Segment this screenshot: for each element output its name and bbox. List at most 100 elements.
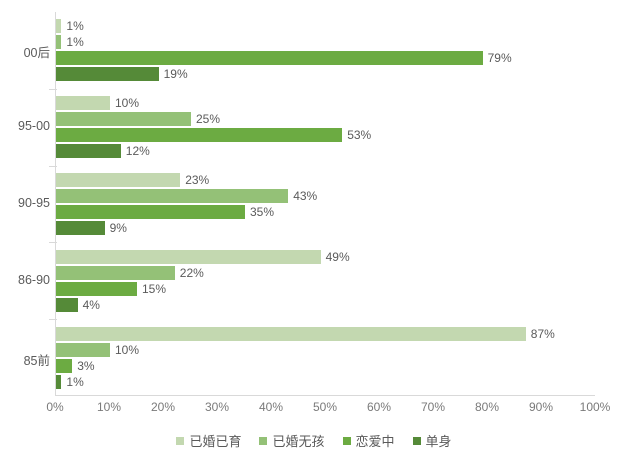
legend-item[interactable]: 单身 (412, 431, 452, 450)
y-axis-category-label: 86-90 (18, 272, 50, 287)
bar-value-label: 1% (66, 35, 84, 50)
x-axis-tick-label: 90% (528, 400, 554, 414)
bar[interactable] (56, 297, 78, 312)
bar[interactable] (56, 281, 137, 296)
bar-group: 1% 1% 79% 19% (55, 12, 595, 89)
bar[interactable] (56, 326, 526, 341)
x-axis-tick-label: 10% (96, 400, 122, 414)
bar-row[interactable]: 87% (56, 326, 596, 341)
bar-row[interactable]: 49% (56, 249, 596, 264)
legend-swatch-icon (412, 436, 421, 445)
bar-group: 23% 43% 35% 9% (49, 165, 596, 243)
bar-row[interactable]: 10% (56, 342, 596, 357)
bar[interactable] (56, 249, 321, 264)
bar-value-label: 43% (293, 188, 318, 203)
bar[interactable] (56, 144, 121, 159)
bar-row[interactable]: 1% (56, 374, 596, 389)
bar-group: 10% 25% 53% 12% (49, 88, 596, 166)
bar-value-label: 12% (125, 144, 150, 159)
y-axis-category-label: 00后 (23, 46, 50, 61)
category-tick (49, 319, 57, 321)
category-tick (49, 88, 57, 90)
x-axis-tick-label: 30% (204, 400, 230, 414)
x-axis-tick-label: 40% (258, 400, 284, 414)
bar-row[interactable]: 19% (56, 67, 596, 82)
y-axis-category-label: 85前 (23, 353, 50, 368)
bar[interactable] (56, 188, 289, 203)
x-axis-tick-label: 80% (474, 400, 500, 414)
legend-label: 已婚无孩 (272, 434, 325, 449)
bar-value-label: 22% (179, 265, 204, 280)
x-axis-tick-label: 70% (420, 400, 446, 414)
bar-row[interactable]: 35% (56, 204, 596, 219)
legend-item[interactable]: 已婚无孩 (259, 431, 325, 450)
bar-row[interactable]: 9% (56, 220, 596, 235)
bar-row[interactable]: 10% (56, 96, 596, 111)
x-axis-tick-label: 0% (46, 400, 64, 414)
bar-value-label: 4% (82, 297, 100, 312)
bar-value-label: 49% (325, 249, 350, 264)
bar-row[interactable]: 25% (56, 112, 596, 127)
legend-label: 已婚已育 (189, 434, 242, 449)
legend-label: 单身 (425, 434, 452, 449)
bar-value-label: 1% (66, 19, 84, 34)
bar-row[interactable]: 1% (56, 35, 596, 50)
bar[interactable] (56, 265, 175, 280)
plot-area: 1% 1% 79% 19% 10% 25% 53% 12% 23% 43% 35% 9% 49% 22% 1… (49, 12, 596, 396)
bar[interactable] (56, 220, 105, 235)
y-axis-category-label: 90-95 (18, 196, 50, 210)
bar[interactable] (56, 374, 62, 389)
bar-value-label: 19% (163, 67, 188, 82)
y-axis-category-label: 95-00 (18, 119, 50, 134)
bar-value-label: 79% (487, 51, 512, 66)
bar-row[interactable]: 1% (56, 19, 596, 34)
bar[interactable] (56, 67, 159, 82)
bar[interactable] (56, 128, 343, 143)
legend-item[interactable]: 恋爱中 (342, 431, 395, 450)
bar[interactable] (56, 358, 73, 373)
x-axis-tick-label: 20% (150, 400, 176, 414)
bar-group: 49% 22% 15% 4% (49, 242, 596, 319)
category-tick (49, 165, 57, 167)
bar-row[interactable]: 12% (56, 144, 596, 159)
bar[interactable] (56, 51, 483, 66)
x-axis-tick-label: 60% (366, 400, 392, 414)
bar-value-label: 9% (109, 220, 127, 235)
bar-row[interactable]: 43% (56, 188, 596, 203)
bar-value-label: 23% (185, 172, 210, 187)
bar-value-label: 1% (66, 374, 84, 389)
bar-value-label: 25% (196, 112, 221, 127)
bar-row[interactable]: 53% (56, 128, 596, 143)
bar-value-label: 10% (115, 96, 140, 111)
legend-swatch-icon (176, 436, 185, 445)
x-axis-tick-label: 50% (312, 400, 338, 414)
bar-value-label: 53% (347, 128, 372, 143)
bar-row[interactable]: 3% (56, 358, 596, 373)
bar[interactable] (56, 96, 110, 111)
bar[interactable] (56, 342, 110, 357)
bar-row[interactable]: 15% (56, 281, 596, 296)
bar-row[interactable]: 23% (56, 172, 596, 187)
legend-label: 恋爱中 (355, 434, 395, 449)
y-axis-line (55, 12, 56, 396)
bar[interactable] (56, 172, 181, 187)
bar[interactable] (56, 204, 245, 219)
bar-group: 87% 10% 3% 1% (49, 319, 596, 396)
legend-swatch-icon (259, 436, 268, 445)
chart-legend: 已婚已育 已婚无孩 恋爱中 单身 (0, 431, 628, 450)
bar-value-label: 15% (142, 281, 167, 296)
legend-item[interactable]: 已婚已育 (176, 431, 241, 450)
bar-row[interactable]: 22% (56, 265, 596, 280)
bar[interactable] (56, 19, 62, 34)
x-axis-line (55, 395, 595, 396)
x-axis-tick-label: 100% (579, 400, 611, 414)
bar-row[interactable]: 4% (56, 297, 596, 312)
category-tick (49, 242, 57, 244)
bar-value-label: 3% (77, 358, 95, 373)
bar-row[interactable]: 79% (56, 51, 596, 66)
legend-swatch-icon (342, 436, 351, 445)
bar[interactable] (56, 112, 191, 127)
bar[interactable] (56, 35, 62, 50)
bar-value-label: 35% (250, 204, 275, 219)
